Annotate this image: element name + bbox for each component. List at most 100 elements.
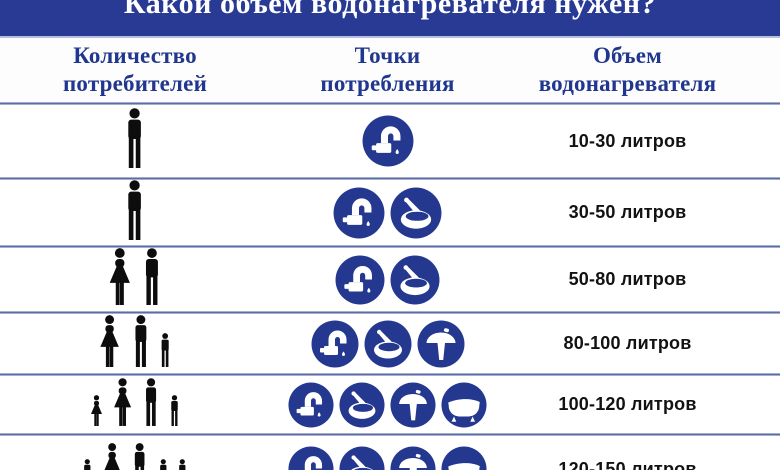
faucet-icon-glyph <box>333 187 385 238</box>
woman-icon <box>106 248 134 305</box>
boy-icon <box>81 459 94 470</box>
bathtub-icon <box>441 381 487 428</box>
sink-icon <box>339 446 385 470</box>
sink-icon <box>364 320 412 368</box>
man-icon-glyph <box>146 377 157 426</box>
column-header-points: Точки потребления <box>320 43 455 96</box>
faucet-icon-glyph <box>288 381 334 428</box>
man-icon-glyph <box>128 108 142 168</box>
table-row: 30-50 литров <box>0 179 780 246</box>
table-row: 80-100 литров <box>0 314 780 373</box>
boy-icon <box>168 394 181 426</box>
column-header-volume: Объем водонагревателя <box>538 43 717 96</box>
table-row: 100-120 литров <box>0 376 780 433</box>
sink-icon-glyph <box>390 187 442 238</box>
table-header: Количество потребителей Точки потреблени… <box>0 38 780 102</box>
girl-icon <box>89 394 104 426</box>
consumers-cell <box>0 248 270 311</box>
sink-icon-glyph <box>339 446 385 470</box>
consumption-points-cell <box>270 115 505 167</box>
bathtub-icon <box>441 446 487 470</box>
man-icon-glyph <box>161 332 170 367</box>
bathtub-icon-glyph <box>441 446 487 470</box>
volume-label: 30-50 литров <box>568 202 687 222</box>
table-row: 50-80 литров <box>0 248 780 311</box>
man-icon <box>122 108 147 168</box>
row-divider <box>0 245 780 248</box>
faucet-icon <box>311 320 359 368</box>
consumers-cell <box>0 443 270 470</box>
column-header-consumers: Количество потребителей <box>62 43 208 96</box>
faucet-icon-glyph <box>362 115 413 167</box>
consumers-cell <box>0 179 270 246</box>
man-icon-glyph <box>179 459 186 470</box>
shower-icon-glyph <box>417 320 464 367</box>
boy-icon <box>157 459 170 470</box>
table-row: 10-30 литров <box>0 105 780 177</box>
man-icon <box>130 443 149 470</box>
table-row: 120-150 литров <box>0 436 780 470</box>
man-icon-glyph <box>135 443 145 470</box>
consumers-cell <box>0 108 270 174</box>
consumers-cell <box>0 377 270 432</box>
woman-icon <box>97 314 122 367</box>
page-title: Какой объем водонагревателя нужен? <box>123 0 657 20</box>
title-banner: Какой объем водонагревателя нужен? <box>0 0 780 38</box>
sink-icon-glyph <box>390 255 440 304</box>
faucet-icon <box>333 187 385 239</box>
man-icon <box>122 179 147 240</box>
table-body: 10-30 литров 30-50 литров <box>0 102 780 470</box>
volume-cell: 30-50 литров <box>505 202 780 223</box>
row-divider <box>0 373 780 376</box>
sink-icon <box>390 187 442 239</box>
volume-label: 10-30 литров <box>568 130 687 151</box>
shower-icon-glyph <box>390 381 436 428</box>
boy-icon <box>158 332 172 367</box>
volume-cell: 10-30 литров <box>505 131 780 152</box>
shower-icon <box>417 320 465 368</box>
boy-icon <box>176 459 189 470</box>
shower-icon-glyph <box>390 446 436 470</box>
row-divider <box>0 177 780 180</box>
man-icon-glyph <box>146 248 159 305</box>
shower-icon <box>390 446 436 470</box>
faucet-icon <box>288 446 334 470</box>
row-divider <box>0 102 780 105</box>
consumers-cell <box>0 314 270 373</box>
woman-icon <box>101 443 123 470</box>
volume-cell: 100-120 литров <box>505 394 780 415</box>
faucet-icon <box>335 255 385 305</box>
man-icon-glyph <box>128 179 142 240</box>
volume-cell: 80-100 литров <box>505 333 780 354</box>
woman-icon-glyph <box>90 394 102 426</box>
man-icon-glyph <box>84 459 91 470</box>
faucet-icon-glyph <box>335 255 385 304</box>
volume-label: 80-100 литров <box>563 333 692 353</box>
row-divider <box>0 311 780 314</box>
volume-label: 50-80 литров <box>568 269 687 289</box>
row-divider <box>0 433 780 436</box>
volume-cell: 50-80 литров <box>505 269 780 290</box>
volume-cell: 120-150 литров <box>505 459 780 470</box>
woman-icon <box>111 377 134 426</box>
faucet-icon-glyph <box>288 446 334 470</box>
consumption-points-cell <box>270 381 505 428</box>
sink-icon <box>390 255 440 305</box>
man-icon <box>140 248 164 305</box>
man-icon-glyph <box>134 314 146 367</box>
volume-label: 120-150 литров <box>558 458 697 470</box>
consumption-points-cell <box>270 255 505 305</box>
faucet-icon-glyph <box>311 320 358 367</box>
faucet-icon <box>288 381 334 428</box>
sink-icon-glyph <box>339 381 385 428</box>
consumption-points-cell <box>270 446 505 470</box>
woman-icon-glyph <box>113 377 131 426</box>
shower-icon <box>390 381 436 428</box>
sink-icon <box>339 381 385 428</box>
man-icon <box>141 377 161 426</box>
bathtub-icon-glyph <box>441 381 487 428</box>
sink-icon-glyph <box>364 320 411 367</box>
woman-icon-glyph <box>109 248 130 305</box>
consumption-points-cell <box>270 320 505 368</box>
